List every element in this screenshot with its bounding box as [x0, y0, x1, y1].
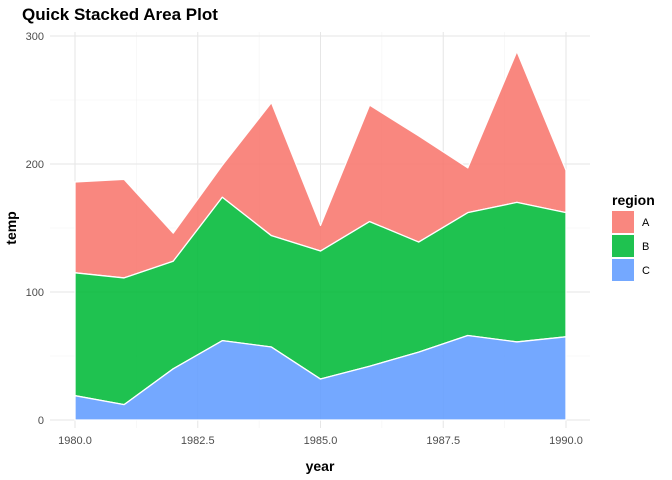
legend-label: B: [642, 241, 649, 253]
x-tick-label: 1987.5: [426, 435, 460, 447]
chart-title: Quick Stacked Area Plot: [22, 5, 218, 24]
legend-item-b: B: [612, 235, 649, 257]
x-tick-label: 1990.0: [549, 435, 583, 447]
y-tick-label: 0: [38, 415, 44, 427]
legend-item-a: A: [612, 211, 650, 233]
legend-title: region: [612, 192, 655, 208]
x-axis-ticks: 1980.0 1982.5 1985.0 1987.5 1990.0: [58, 435, 583, 447]
y-tick-label: 300: [26, 31, 44, 43]
y-axis-title: temp: [3, 211, 19, 244]
area-series-c: [74, 334, 567, 421]
x-tick-label: 1985.0: [304, 435, 338, 447]
legend: region ABC: [612, 192, 655, 281]
y-axis-ticks: 0 100 200 300: [26, 31, 44, 427]
plot-areas: [74, 50, 567, 421]
legend-swatch: [612, 259, 634, 281]
legend-item-c: C: [612, 259, 650, 281]
legend-swatch: [612, 211, 634, 233]
x-axis-title: year: [306, 458, 335, 474]
x-tick-label: 1982.5: [181, 435, 215, 447]
legend-label: C: [642, 265, 650, 277]
legend-swatch: [612, 235, 634, 257]
y-tick-label: 100: [26, 287, 44, 299]
legend-label: A: [642, 217, 650, 229]
y-tick-label: 200: [26, 159, 44, 171]
x-tick-label: 1980.0: [58, 435, 92, 447]
